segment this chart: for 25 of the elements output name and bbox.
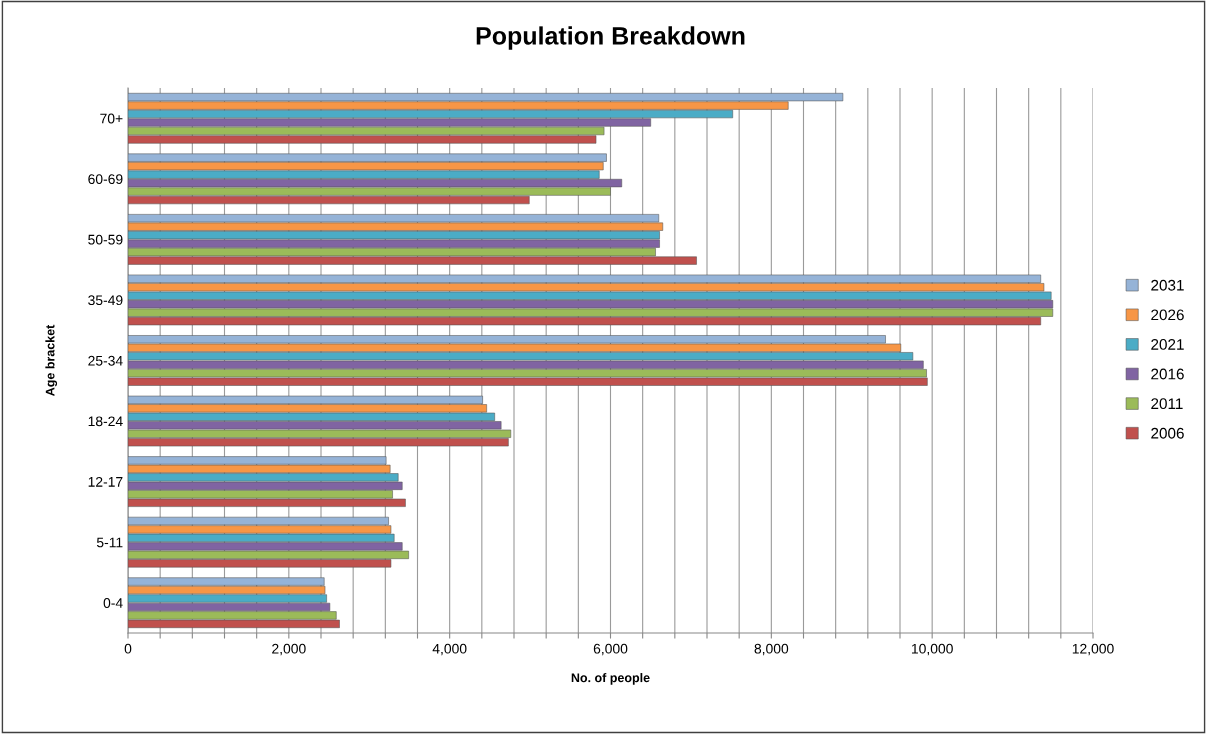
legend-label: 2026 <box>1151 309 1184 321</box>
legend-label: 2006 <box>1151 427 1184 439</box>
y-tick-label: 50-59 <box>88 234 123 245</box>
x-tick-label: 4,000 <box>432 643 467 656</box>
y-tick-label: 12-17 <box>88 476 123 487</box>
legend-label: 2021 <box>1151 339 1184 350</box>
x-tick-label: 12,000 <box>1072 643 1114 656</box>
y-axis-title: Age bracket <box>45 324 58 396</box>
y-tick-label: 18-24 <box>88 416 123 427</box>
y-tick-label: 70+ <box>100 113 123 124</box>
x-tick-label: 2,000 <box>272 643 306 656</box>
y-tick-label: 0-4 <box>103 598 123 608</box>
x-tick-label: 8,000 <box>754 643 789 656</box>
y-tick-label: 25-34 <box>88 355 123 366</box>
chart-title: Population Breakdown <box>476 26 745 50</box>
x-tick-label: 0 <box>124 643 132 654</box>
y-tick-label: 5-11 <box>96 537 123 548</box>
legend-label: 2031 <box>1151 279 1184 291</box>
legend-label: 2016 <box>1151 368 1184 380</box>
y-tick-label: 60-69 <box>88 174 123 184</box>
legend-label: 2011 <box>1151 398 1183 410</box>
x-tick-label: 10,000 <box>911 643 953 656</box>
x-axis-title: No. of people <box>571 673 650 685</box>
y-tick-label: 35-49 <box>88 295 123 306</box>
x-tick-label: 6,000 <box>593 643 628 656</box>
